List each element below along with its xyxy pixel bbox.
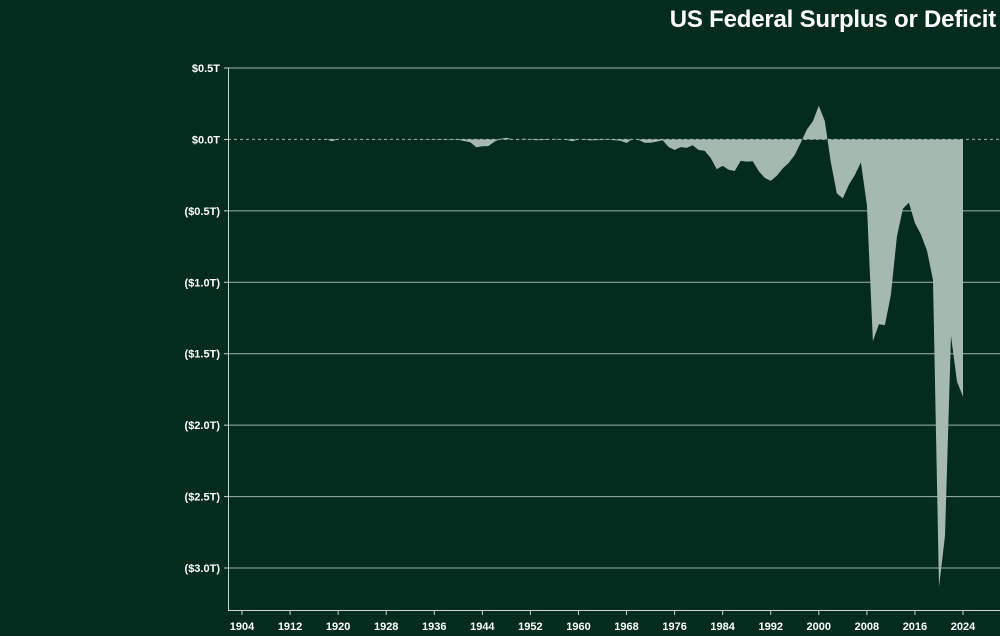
y-tick-label: $0.0T [192, 134, 220, 146]
y-tick-label: ($0.5T) [185, 206, 221, 218]
x-tick-label: 1912 [278, 621, 302, 633]
x-tick-label: 1920 [326, 621, 350, 633]
y-tick-labels: $0.5T $0.0T ($0.5T) ($1.0T) ($1.5T) ($2.0T) ($… [185, 63, 221, 575]
axes [224, 67, 1000, 615]
area-series [224, 105, 963, 587]
x-tick-labels: 1904 1912 1920 1928 1936 1944 1952 1960 1968 1976… [230, 621, 976, 633]
y-tick-label: ($3.0T) [185, 563, 221, 575]
x-tick-label: 1952 [518, 621, 542, 633]
chart-title: US Federal Surplus or Deficit [669, 6, 996, 33]
x-tick-label: 1960 [566, 621, 590, 633]
x-tick-label: 1984 [710, 621, 735, 633]
x-tick-label: 1992 [758, 621, 782, 633]
x-tick-label: 1944 [470, 621, 495, 633]
x-tick-label: 2000 [807, 621, 831, 633]
x-tick-label: 2024 [951, 621, 976, 633]
x-tick-label: 2016 [903, 621, 927, 633]
y-tick-label: ($2.0T) [185, 420, 221, 432]
y-tick-label: $0.5T [192, 63, 220, 75]
x-tick-label: 1968 [614, 621, 638, 633]
x-tick-label: 1936 [422, 621, 446, 633]
x-tick-label: 1928 [374, 621, 398, 633]
y-tick-label: ($1.0T) [185, 277, 221, 289]
deficit-area [224, 105, 963, 587]
y-tick-label: ($2.5T) [185, 492, 221, 504]
x-tick-label: 2008 [855, 621, 879, 633]
x-tick-label: 1904 [230, 621, 255, 633]
y-tick-label: ($1.5T) [185, 349, 221, 361]
x-tick-label: 1976 [662, 621, 686, 633]
